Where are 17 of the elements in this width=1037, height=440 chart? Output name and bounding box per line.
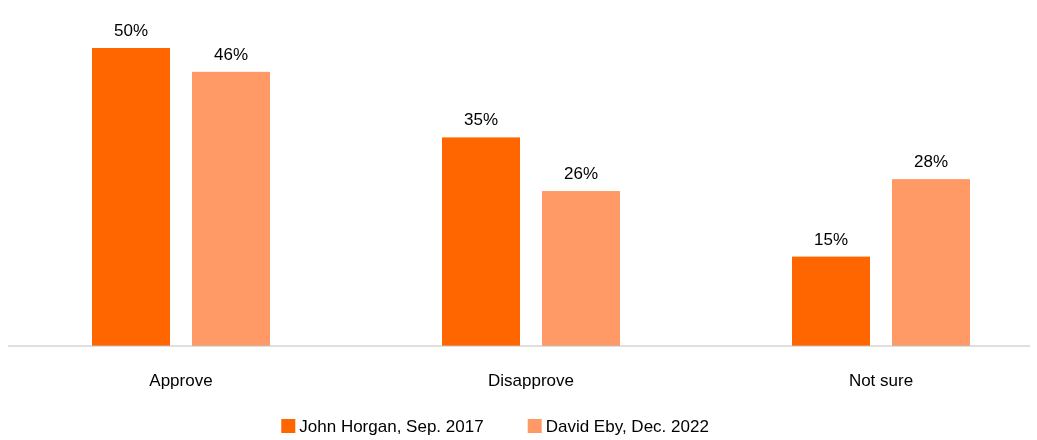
bar — [792, 256, 870, 346]
legend-label: David Eby, Dec. 2022 — [545, 417, 709, 436]
data-label: 28% — [913, 152, 949, 172]
data-label: 50% — [113, 21, 149, 40]
bar — [92, 48, 170, 346]
data-label: 26% — [563, 164, 599, 184]
bar — [892, 179, 970, 346]
bar — [542, 191, 620, 346]
bar — [192, 71, 270, 346]
legend-label: John Horgan, Sep. 2017 — [299, 417, 484, 436]
data-label: 35% — [463, 110, 499, 130]
bar — [442, 137, 520, 346]
x-tick-label: Not sure — [848, 371, 914, 390]
x-tick-label: Disapprove — [488, 371, 574, 390]
data-label: 15% — [813, 229, 849, 249]
x-tick-label: Approve — [149, 371, 213, 390]
data-label: 46% — [213, 44, 249, 64]
